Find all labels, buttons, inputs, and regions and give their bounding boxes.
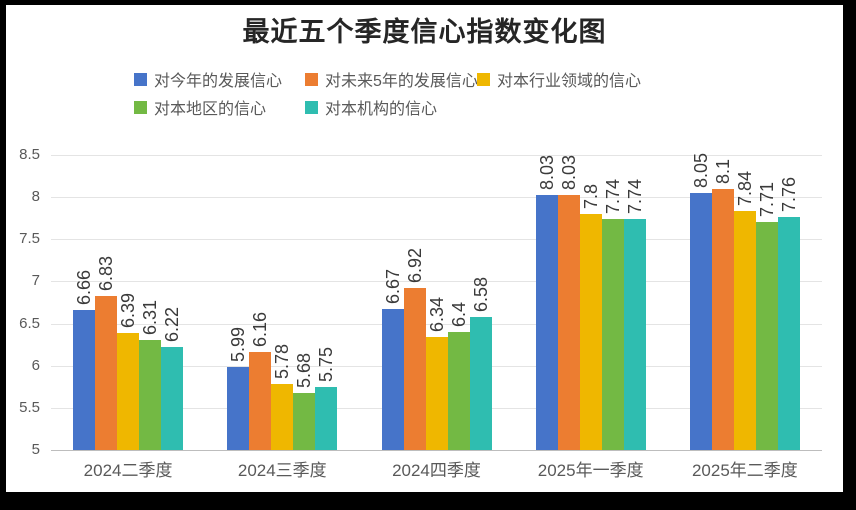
category-label: 2024三季度 [237, 461, 327, 480]
bar [535, 194, 558, 450]
gridline [51, 281, 822, 282]
legend-label: 对未来5年的发展信心 [325, 73, 478, 90]
y-axis-tick-label: 5 [31, 441, 40, 458]
bar [161, 347, 184, 450]
legend-swatch-icon [305, 72, 318, 86]
data-label: 7.71 [756, 181, 777, 217]
legend-label: 对本机构的信心 [325, 101, 438, 118]
legend-label: 对今年的发展信心 [154, 73, 283, 90]
gridline [51, 155, 822, 156]
data-label: 8.03 [558, 154, 579, 190]
bar [623, 219, 646, 450]
bar [249, 352, 272, 450]
category-label: 2024二季度 [83, 461, 173, 480]
data-label: 5.78 [272, 344, 293, 380]
legend-swatch-icon [134, 100, 147, 114]
bar [733, 210, 756, 450]
legend-label: 对本地区的信心 [154, 101, 267, 118]
bar [117, 332, 140, 450]
data-label: 6.58 [470, 276, 491, 312]
bar [579, 214, 602, 450]
bar [381, 309, 404, 450]
legend-item: 对未来5年的发展信心 [305, 68, 478, 90]
data-label: 7.74 [602, 179, 623, 215]
category-label: 2025年一季度 [537, 461, 644, 480]
bar [777, 217, 800, 450]
legend-swatch-icon [305, 100, 318, 114]
bar [403, 288, 426, 450]
bar [95, 295, 118, 450]
data-label: 5.68 [294, 352, 315, 388]
data-label: 6.16 [250, 312, 271, 348]
confidence-index-chart: 最近五个季度信心指数变化图 对今年的发展信心 对未来5年的发展信心 对本行业领域的信… [6, 5, 843, 492]
bar [73, 310, 96, 450]
bar [601, 219, 624, 450]
legend-item: 对本机构的信心 [305, 96, 437, 118]
data-label: 6.22 [162, 307, 183, 343]
category-label: 2024四季度 [392, 461, 481, 480]
data-label: 6.66 [74, 270, 95, 306]
chart-title: 最近五个季度信心指数变化图 [242, 17, 607, 47]
bar [315, 386, 338, 450]
bar [469, 316, 492, 450]
data-label: 8.05 [690, 152, 711, 188]
legend-label: 对本行业领域的信心 [497, 73, 642, 90]
data-label: 6.67 [382, 269, 403, 305]
bar [227, 366, 250, 450]
y-axis-tick-label: 7 [31, 272, 40, 289]
y-axis-tick-label: 8 [31, 188, 40, 205]
category-label: 2025年二季度 [691, 461, 798, 480]
y-axis-tick-label: 7.5 [19, 230, 40, 247]
data-label: 7.84 [734, 170, 755, 206]
data-label: 7.74 [624, 179, 645, 215]
y-axis-tick-label: 5.5 [19, 399, 40, 416]
gridline [51, 197, 822, 198]
legend-item: 对今年的发展信心 [134, 68, 282, 90]
legend-swatch-icon [477, 72, 490, 86]
data-label: 8.03 [536, 154, 557, 190]
bar [557, 194, 580, 450]
data-label: 5.99 [228, 326, 249, 362]
data-label: 6.83 [96, 255, 117, 291]
bar [425, 337, 448, 450]
data-label: 5.75 [316, 346, 337, 382]
bar [711, 188, 734, 450]
legend-item: 对本行业领域的信心 [477, 68, 641, 90]
bar [755, 221, 778, 450]
y-axis-tick-label: 6 [31, 357, 40, 374]
y-axis-tick-label: 8.5 [19, 146, 40, 163]
y-axis-tick-label: 6.5 [19, 315, 40, 332]
gridline [51, 239, 822, 240]
bar [271, 384, 294, 450]
legend-swatch-icon [134, 72, 147, 86]
bar [139, 339, 162, 450]
data-label: 6.39 [118, 292, 139, 328]
data-label: 8.1 [712, 158, 733, 184]
bar [293, 392, 316, 450]
data-label: 6.34 [426, 297, 447, 333]
bar [689, 192, 712, 450]
data-label: 6.4 [448, 301, 469, 327]
bar [447, 332, 470, 450]
legend-item: 对本地区的信心 [134, 96, 266, 118]
data-label: 7.8 [580, 183, 601, 209]
gridline [51, 324, 822, 325]
data-label: 7.76 [778, 177, 799, 213]
data-label: 6.31 [140, 299, 161, 335]
x-axis-line [51, 450, 822, 451]
data-label: 6.92 [404, 248, 425, 284]
